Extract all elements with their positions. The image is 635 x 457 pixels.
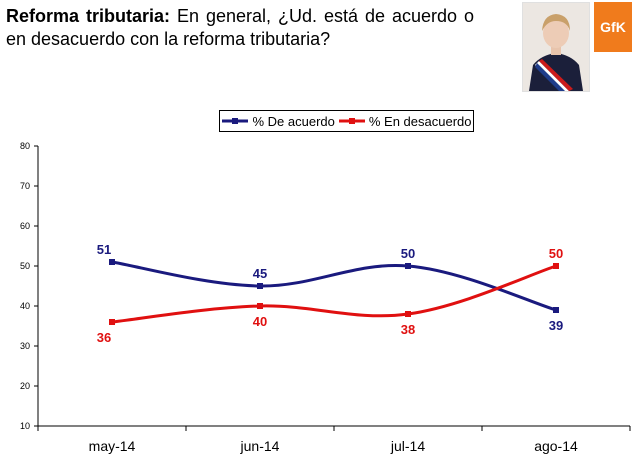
y-tick-label: 80 [20, 141, 30, 151]
x-tick-label: may-14 [89, 438, 136, 454]
y-tick-label: 40 [20, 301, 30, 311]
data-point-acuerdo [257, 283, 263, 289]
data-label-acuerdo: 51 [97, 242, 111, 257]
y-tick-label: 60 [20, 221, 30, 231]
data-label-acuerdo: 39 [549, 318, 563, 333]
y-tick-label: 20 [20, 381, 30, 391]
header-question: En general, ¿Ud. está de acuerdo o en de… [6, 6, 474, 49]
x-tick-label: jul-14 [390, 438, 425, 454]
data-point-acuerdo [405, 263, 411, 269]
data-label-desacuerdo: 40 [253, 314, 267, 329]
data-point-desacuerdo [405, 311, 411, 317]
data-label-desacuerdo: 50 [549, 246, 563, 261]
x-tick-label: jun-14 [240, 438, 280, 454]
y-tick-label: 10 [20, 421, 30, 431]
portrait-photo [522, 2, 590, 92]
data-label-acuerdo: 50 [401, 246, 415, 261]
data-label-acuerdo: 45 [253, 266, 267, 281]
legend-swatch-acuerdo [222, 118, 249, 124]
gfk-logo-text: GfK [600, 19, 626, 35]
x-tick-label: ago-14 [534, 438, 578, 454]
data-label-desacuerdo: 36 [97, 330, 111, 345]
y-tick-label: 50 [20, 261, 30, 271]
legend-label-desacuerdo: % En desacuerdo [368, 113, 472, 129]
data-point-acuerdo [109, 259, 115, 265]
data-point-desacuerdo [553, 263, 559, 269]
y-tick-label: 70 [20, 181, 30, 191]
y-tick-label: 30 [20, 341, 30, 351]
series-line-desacuerdo [111, 264, 557, 324]
legend-item-acuerdo: % De acuerdo [221, 113, 335, 129]
legend-label-acuerdo: % De acuerdo [252, 113, 335, 129]
gfk-logo: GfK [594, 2, 632, 52]
data-point-acuerdo [553, 307, 559, 313]
chart-legend: % De acuerdo % En desacuerdo [219, 110, 474, 132]
portrait-illustration [523, 3, 589, 91]
legend-swatch-desacuerdo [338, 118, 365, 124]
data-point-desacuerdo [257, 303, 263, 309]
legend-item-desacuerdo: % En desacuerdo [338, 113, 472, 129]
data-point-desacuerdo [109, 319, 115, 325]
series-line-acuerdo [111, 260, 557, 312]
question-header: Reforma tributaria: En general, ¿Ud. est… [6, 5, 474, 51]
header-title: Reforma tributaria: [6, 6, 170, 26]
data-label-desacuerdo: 38 [401, 322, 415, 337]
